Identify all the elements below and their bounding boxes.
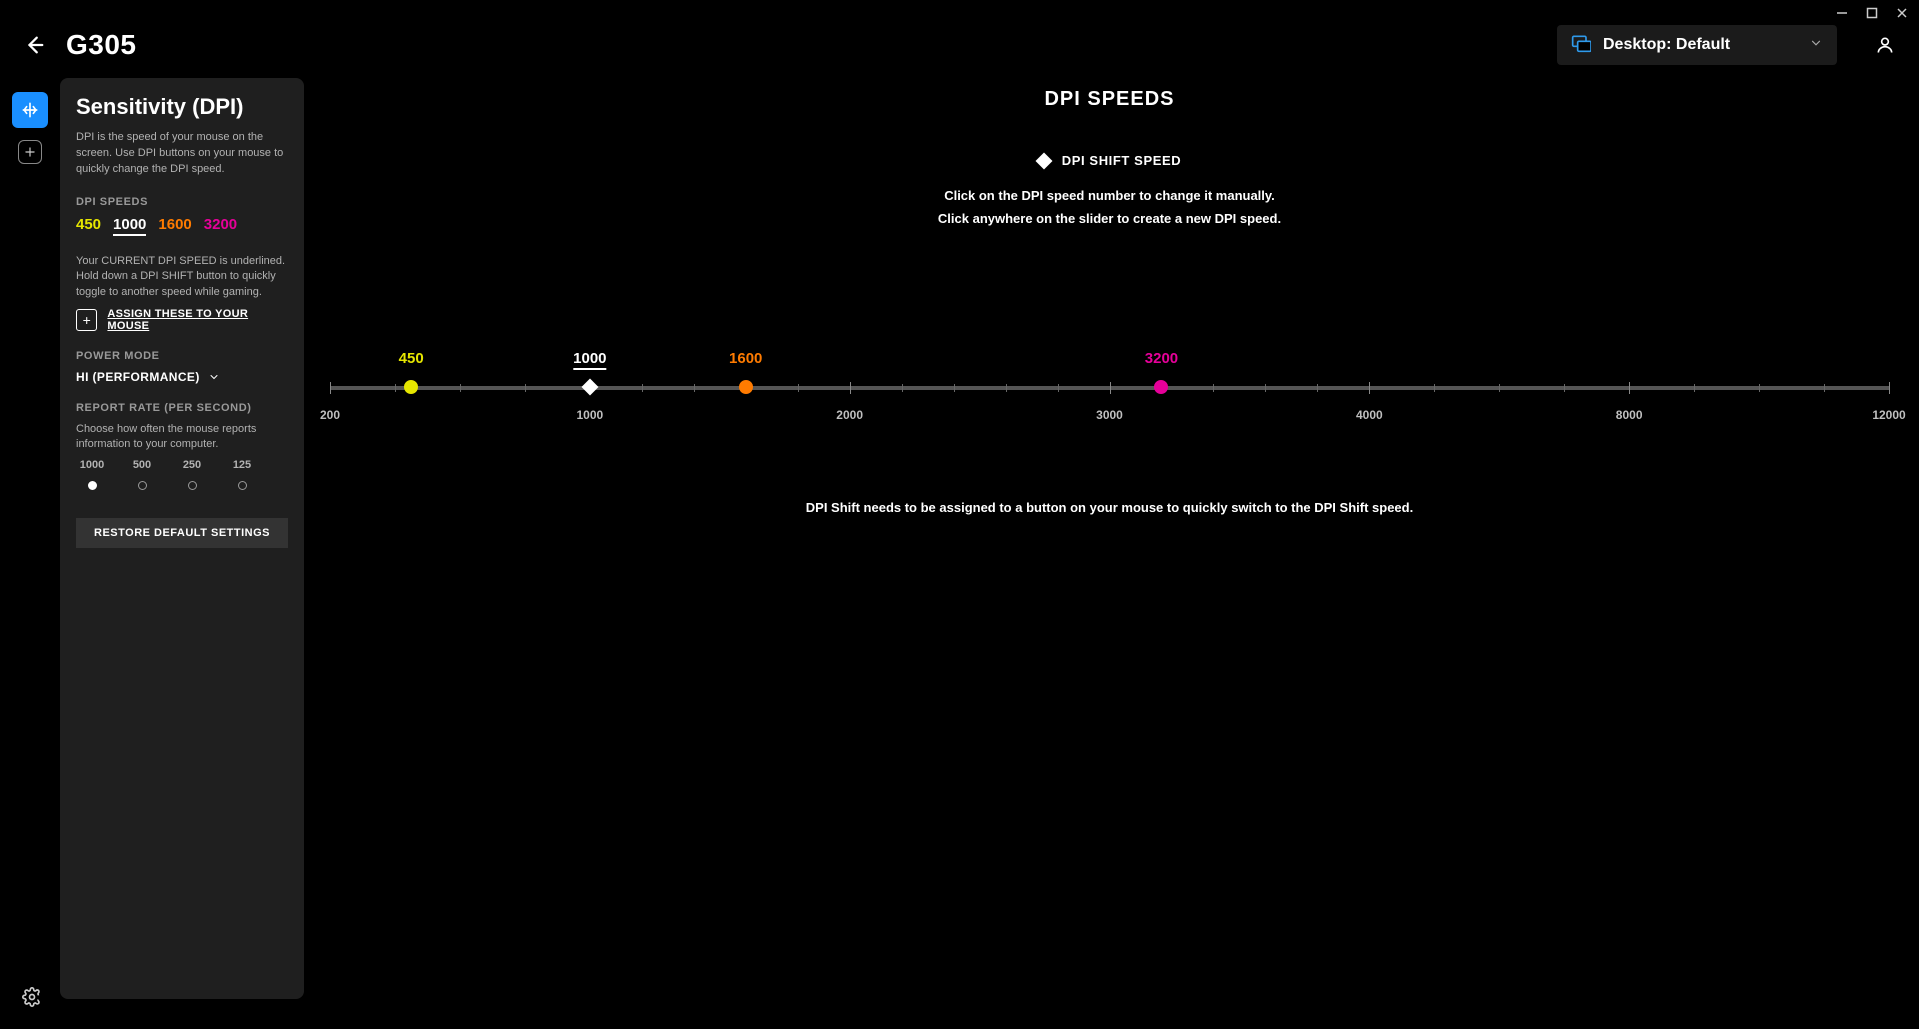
- dpi-handle-1600[interactable]: [739, 380, 753, 394]
- user-account-button[interactable]: [1871, 31, 1899, 59]
- window-close-button[interactable]: [1895, 6, 1909, 20]
- slider-minor-tick: [954, 384, 955, 392]
- slider-minor-tick: [642, 384, 643, 392]
- slider-tick: [330, 382, 331, 394]
- slider-tick: [1369, 382, 1370, 394]
- report-rate-label: REPORT RATE (PER SECOND): [76, 402, 288, 414]
- slider-minor-tick: [395, 384, 396, 392]
- slider-axis-label: 1000: [576, 408, 603, 422]
- dpi-slider-track[interactable]: 2001000200030004000800012000450100016003…: [330, 386, 1889, 390]
- slider-minor-tick: [1824, 384, 1825, 392]
- assign-link[interactable]: ASSIGN THESE TO YOUR MOUSE: [107, 308, 288, 332]
- dpi-handle-label-3200[interactable]: 3200: [1145, 350, 1178, 367]
- slider-minor-tick: [694, 384, 695, 392]
- panel-description: DPI is the speed of your mouse on the sc…: [76, 130, 288, 178]
- settings-button[interactable]: [18, 983, 46, 1011]
- sensitivity-tab-icon[interactable]: [12, 92, 48, 128]
- dpi-shift-footnote: DPI Shift needs to be assigned to a butt…: [330, 500, 1889, 515]
- power-mode-value: HI (PERFORMANCE): [76, 370, 200, 384]
- slider-minor-tick: [902, 384, 903, 392]
- slider-axis-label: 4000: [1356, 408, 1383, 422]
- slider-tick: [1629, 382, 1630, 394]
- dpi-handle-label-1000[interactable]: 1000: [573, 350, 606, 370]
- slider-minor-tick: [798, 384, 799, 392]
- dpi-shift-label: DPI SHIFT SPEED: [1062, 153, 1182, 168]
- power-mode-label: POWER MODE: [76, 350, 288, 362]
- report-rate-label-250: 250: [178, 459, 206, 471]
- profile-selector[interactable]: Desktop: Default: [1557, 25, 1837, 65]
- slider-minor-tick: [1499, 384, 1500, 392]
- dpi-value-1000[interactable]: 1000: [113, 216, 146, 236]
- report-rate-radio-1000[interactable]: [88, 481, 97, 490]
- slider-minor-tick: [1265, 384, 1266, 392]
- dpi-value-450[interactable]: 450: [76, 216, 101, 236]
- report-rate-labels: 1000 500 250 125: [78, 459, 288, 471]
- slider-minor-tick: [1694, 384, 1695, 392]
- add-tab-button[interactable]: [18, 140, 42, 164]
- profile-label: Desktop: Default: [1603, 36, 1730, 54]
- dpi-handle-450[interactable]: [404, 380, 418, 394]
- slider-minor-tick: [1564, 384, 1565, 392]
- restore-defaults-button[interactable]: RESTORE DEFAULT SETTINGS: [76, 518, 288, 548]
- back-button[interactable]: [20, 31, 48, 59]
- slider-axis-label: 3000: [1096, 408, 1123, 422]
- dpi-handle-label-1600[interactable]: 1600: [729, 350, 762, 367]
- slider-tick: [850, 382, 851, 394]
- slider-tick: [1110, 382, 1111, 394]
- dpi-value-1600[interactable]: 1600: [158, 216, 191, 236]
- slider-minor-tick: [1759, 384, 1760, 392]
- slider-axis-label: 8000: [1616, 408, 1643, 422]
- slider-minor-tick: [1058, 384, 1059, 392]
- report-rate-label-125: 125: [228, 459, 256, 471]
- dpi-handle-3200[interactable]: [1154, 380, 1168, 394]
- slider-minor-tick: [525, 384, 526, 392]
- report-rate-radios: [78, 481, 288, 490]
- panel-title: Sensitivity (DPI): [76, 94, 288, 120]
- dpi-shift-diamond-icon: [1035, 152, 1052, 169]
- slider-minor-tick: [460, 384, 461, 392]
- dpi-handle-1000[interactable]: [581, 379, 598, 396]
- slider-axis-label: 200: [320, 408, 340, 422]
- settings-panel: Sensitivity (DPI) DPI is the speed of yo…: [60, 78, 304, 999]
- window-minimize-button[interactable]: [1835, 6, 1849, 20]
- assign-plus-icon[interactable]: +: [76, 309, 97, 331]
- slider-tick: [1889, 382, 1890, 394]
- hint-text-2: Click anywhere on the slider to create a…: [330, 211, 1889, 226]
- slider-minor-tick: [1317, 384, 1318, 392]
- slider-minor-tick: [1006, 384, 1007, 392]
- profile-icon: [1571, 33, 1591, 58]
- slider-axis-label: 12000: [1872, 408, 1905, 422]
- dpi-speeds-list: 450 1000 1600 3200: [76, 216, 288, 236]
- report-rate-label-1000: 1000: [78, 459, 106, 471]
- report-rate-radio-250[interactable]: [188, 481, 197, 490]
- report-rate-radio-125[interactable]: [238, 481, 247, 490]
- dpi-value-3200[interactable]: 3200: [204, 216, 237, 236]
- current-dpi-note: Your CURRENT DPI SPEED is underlined. Ho…: [76, 254, 288, 300]
- power-mode-selector[interactable]: HI (PERFORMANCE): [76, 370, 288, 384]
- device-title: G305: [66, 29, 137, 61]
- dpi-speeds-label: DPI SPEEDS: [76, 196, 288, 208]
- window-maximize-button[interactable]: [1865, 6, 1879, 20]
- report-rate-radio-500[interactable]: [138, 481, 147, 490]
- main-title: DPI SPEEDS: [330, 88, 1889, 111]
- slider-axis-label: 2000: [836, 408, 863, 422]
- chevron-down-icon: [208, 371, 220, 383]
- slider-minor-tick: [1213, 384, 1214, 392]
- hint-text-1: Click on the DPI speed number to change …: [330, 188, 1889, 203]
- slider-minor-tick: [1434, 384, 1435, 392]
- chevron-down-icon: [1809, 36, 1823, 55]
- dpi-handle-label-450[interactable]: 450: [399, 350, 424, 367]
- report-rate-description: Choose how often the mouse reports infor…: [76, 422, 288, 453]
- report-rate-label-500: 500: [128, 459, 156, 471]
